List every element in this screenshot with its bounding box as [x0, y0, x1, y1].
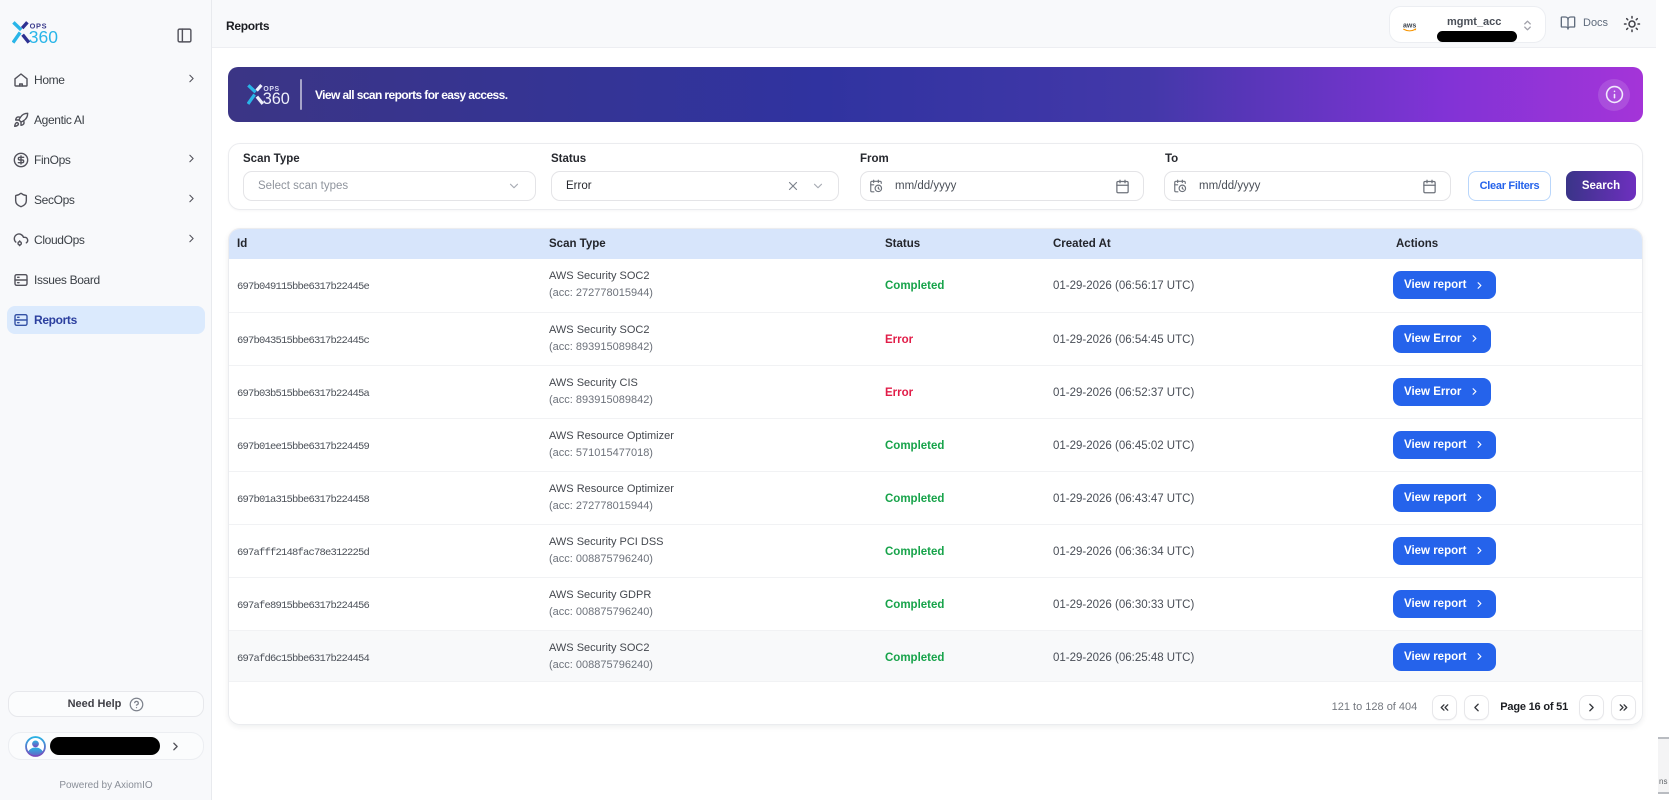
svg-text:aws: aws: [1403, 23, 1416, 30]
svg-text:OPS: OPS: [30, 22, 48, 31]
svg-text:OPS: OPS: [263, 86, 279, 93]
svg-text:360: 360: [263, 90, 290, 105]
svg-text:360: 360: [29, 27, 58, 44]
